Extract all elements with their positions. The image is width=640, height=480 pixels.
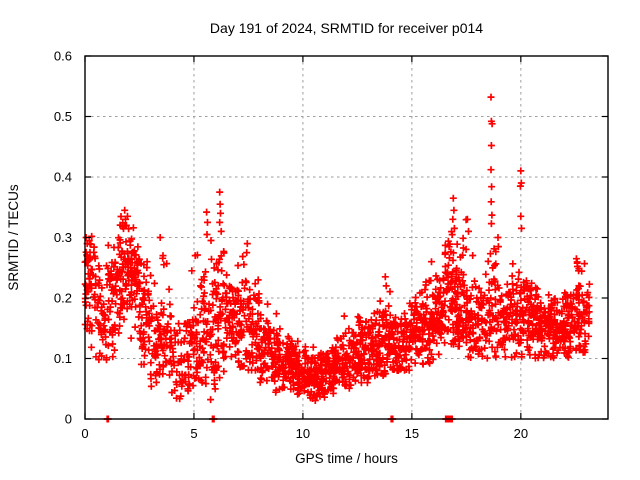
data-points-path [81, 93, 593, 423]
y-axis-label: SRMTID / TECUs [6, 184, 21, 291]
y-tick-label: 0.5 [54, 109, 72, 124]
y-tick-label: 0.2 [54, 291, 72, 306]
tick-labels: 0 5 10 15 20 0 0.1 0.2 0.3 0.4 0.5 0.6 [54, 49, 528, 442]
x-tick-label: 10 [296, 426, 310, 441]
x-axis-label: GPS time / hours [295, 451, 398, 466]
scatter-points [81, 93, 593, 423]
x-tick-label: 5 [190, 426, 197, 441]
y-tick-label: 0.1 [54, 351, 72, 366]
plot-frame-and-ticks [84, 55, 609, 420]
x-tick-label: 20 [514, 426, 528, 441]
y-tick-label: 0.6 [54, 49, 72, 64]
x-tick-label: 15 [405, 426, 419, 441]
y-tick-label: 0.4 [54, 170, 72, 185]
y-tick-label: 0.3 [54, 230, 72, 245]
x-tick-label: 0 [81, 426, 88, 441]
chart-title: Day 191 of 2024, SRMTID for receiver p01… [210, 20, 483, 36]
y-tick-label: 0 [65, 412, 72, 427]
